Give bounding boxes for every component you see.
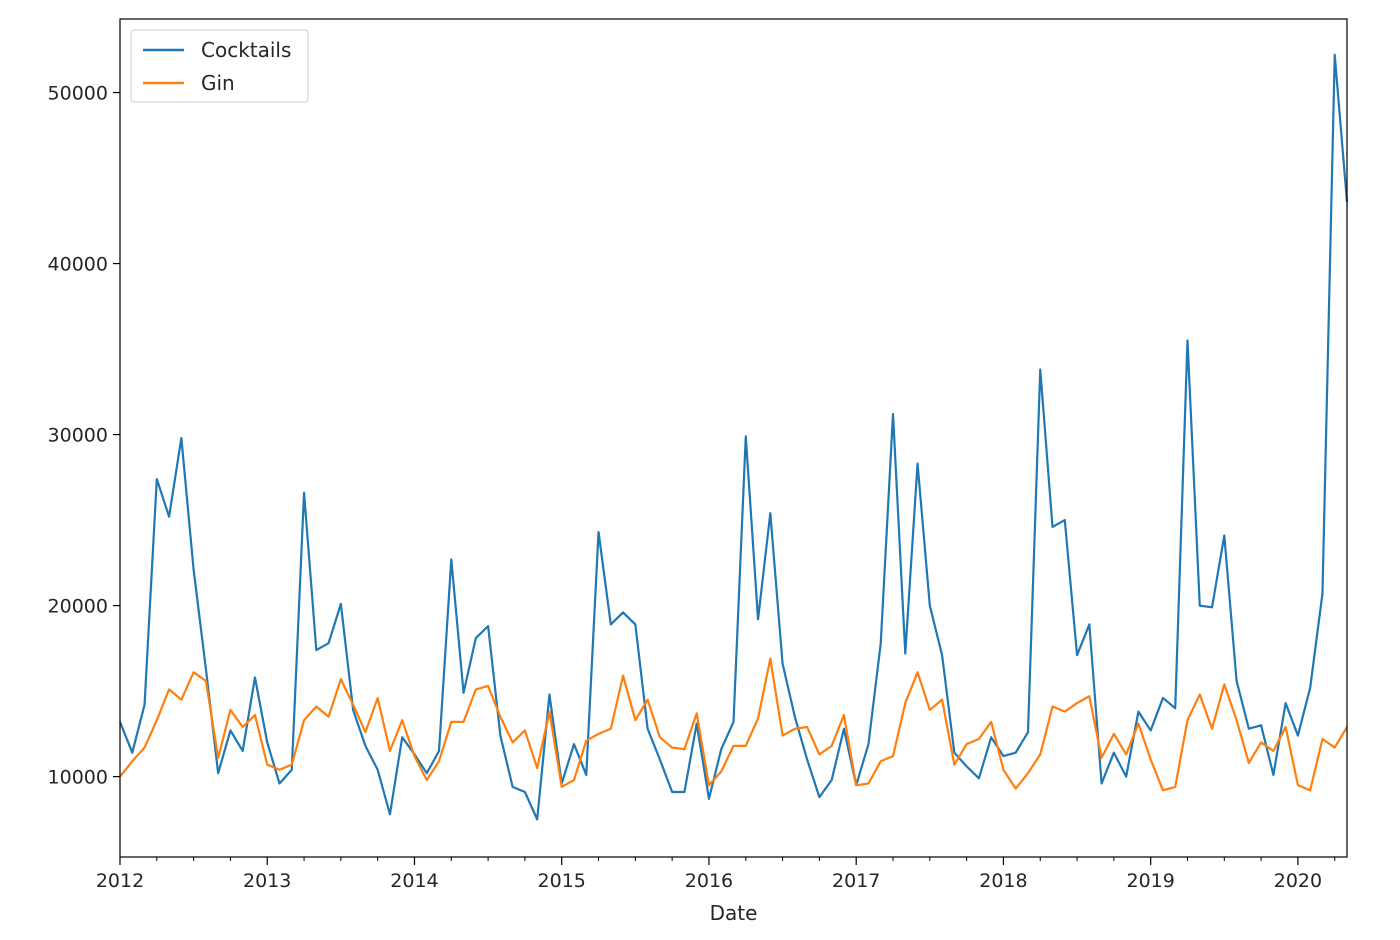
legend-entry-label: Gin	[201, 71, 235, 95]
x-axis-label: Date	[710, 901, 758, 925]
series-line-cocktails	[118, 53, 1349, 821]
x-tick-label: 2017	[832, 870, 880, 892]
y-tick-label: 10000	[48, 767, 108, 789]
legend-entry-label: Cocktails	[201, 38, 291, 62]
series-line-gin	[119, 657, 1348, 792]
y-tick-label: 50000	[48, 83, 108, 105]
y-tick-label: 30000	[48, 425, 108, 447]
legend: Cocktails Gin	[130, 29, 309, 103]
x-tick-label: 2015	[538, 870, 586, 892]
x-tick-label: 2012	[96, 870, 144, 892]
x-tick-label: 2013	[243, 870, 291, 892]
x-tick-label: 2020	[1274, 870, 1322, 892]
y-axis-ticks: 10000 20000 30000 40000 50000	[48, 83, 120, 789]
y-tick-label: 40000	[48, 254, 108, 276]
x-axis-ticks: 2012 2013 2014 2015 2016 2017 2018 2019 2020	[96, 857, 1336, 892]
x-tick-label: 2019	[1127, 870, 1175, 892]
series-lines	[118, 53, 1349, 821]
x-tick-label: 2014	[390, 870, 438, 892]
y-tick-label: 20000	[48, 596, 108, 618]
x-tick-label: 2018	[979, 870, 1027, 892]
x-tick-label: 2016	[685, 870, 733, 892]
plot-area-frame	[119, 18, 1348, 858]
